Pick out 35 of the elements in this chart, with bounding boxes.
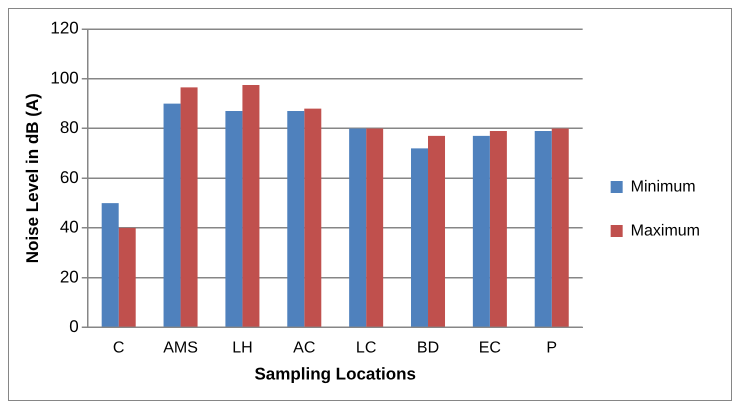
x-tick-label: LC (356, 339, 376, 356)
bar (287, 111, 304, 327)
y-tick-label: 20 (60, 267, 79, 286)
bar (164, 104, 181, 327)
bar (552, 128, 569, 327)
x-tick-label: BD (416, 339, 440, 356)
x-tick-label: LH (232, 339, 253, 356)
x-tick-label: AC (293, 339, 316, 356)
bar (225, 111, 242, 327)
y-tick-label: 100 (50, 68, 79, 88)
x-tick-label: P (546, 339, 558, 356)
bar (366, 128, 384, 327)
legend-label: Maximum (630, 222, 700, 240)
bar (180, 87, 198, 327)
bar (102, 203, 119, 327)
bar (242, 84, 260, 327)
y-tick-label: 40 (60, 218, 79, 237)
y-axis-title: Noise Level in dB (A) (22, 93, 42, 264)
bar (118, 228, 136, 327)
bar (349, 128, 366, 327)
bar (304, 108, 322, 327)
bar (472, 136, 490, 327)
x-tick-label: AMS (163, 339, 198, 356)
bar (490, 130, 507, 327)
y-tick-label: 80 (60, 118, 79, 138)
y-tick-label: 120 (50, 18, 79, 38)
x-tick-label: EC (478, 339, 501, 356)
x-tick-label: C (112, 339, 124, 356)
bar (534, 130, 552, 327)
x-axis-title: Sampling Locations (254, 364, 416, 384)
y-tick-label: 0 (69, 317, 79, 336)
y-tick-label: 60 (60, 168, 79, 187)
bar (410, 148, 428, 327)
bar (428, 136, 446, 327)
legend-label: Minimum (630, 178, 696, 196)
